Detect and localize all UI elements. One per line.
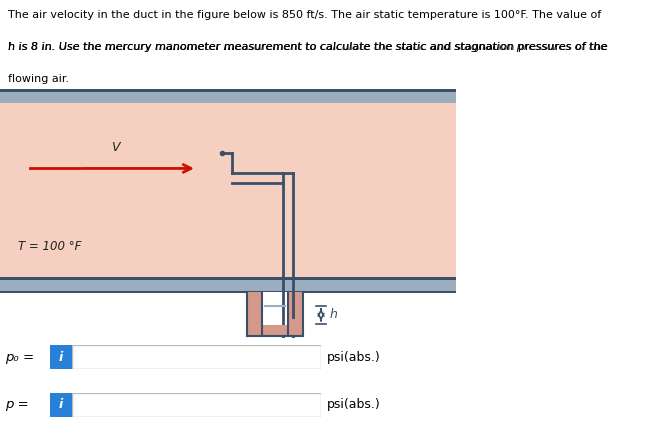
Bar	[0, 89, 456, 103]
Text: psi(abs.): psi(abs.)	[327, 398, 380, 411]
Bar	[288, 292, 303, 336]
Text: h is 8 in. Use the mercury manometer measurement to calculate the static and sta: h is 8 in. Use the mercury manometer mea…	[8, 42, 608, 52]
Text: h is 8 in. Use the mercury manometer measurement to calculate the static and sta: h is 8 in. Use the mercury manometer mea…	[8, 42, 607, 52]
Bar	[262, 292, 288, 326]
Text: p =: p =	[5, 398, 29, 411]
Bar	[248, 326, 303, 336]
Bar	[248, 292, 262, 336]
Text: The air velocity in the duct in the figure below is 850 ft/s. The air static tem: The air velocity in the duct in the figu…	[8, 10, 601, 19]
Text: V: V	[111, 142, 119, 155]
Bar	[289, 319, 302, 335]
Text: i: i	[59, 351, 63, 364]
Text: h: h	[329, 308, 337, 321]
Text: psi(abs.): psi(abs.)	[327, 351, 380, 364]
Text: p₀ =: p₀ =	[5, 351, 34, 364]
Bar	[0, 291, 456, 293]
Bar	[0, 89, 456, 92]
Bar	[0, 278, 456, 292]
Text: flowing air.: flowing air.	[8, 74, 69, 84]
Bar	[0, 103, 456, 278]
Bar	[248, 325, 302, 335]
Bar	[248, 306, 262, 326]
Text: T = 100 °F: T = 100 °F	[18, 240, 82, 253]
Bar	[0, 278, 456, 280]
Text: i: i	[59, 398, 63, 411]
